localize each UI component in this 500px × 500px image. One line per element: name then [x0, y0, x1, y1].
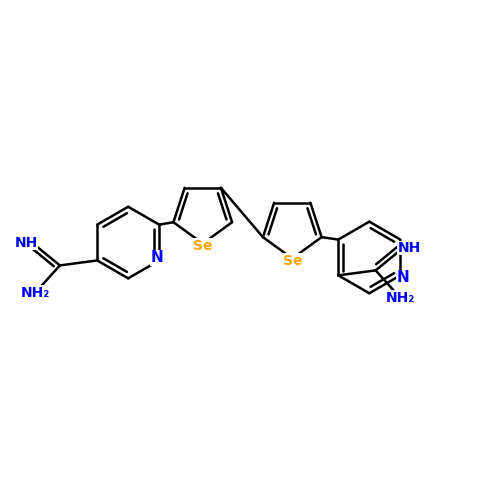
Text: Se: Se	[193, 239, 212, 253]
Text: NH₂: NH₂	[20, 286, 50, 300]
Text: Se: Se	[282, 254, 302, 268]
Text: N: N	[396, 270, 409, 285]
Text: NH₂: NH₂	[386, 290, 415, 304]
Text: NH: NH	[398, 241, 420, 255]
Text: NH: NH	[15, 236, 38, 250]
Text: N: N	[150, 250, 163, 266]
